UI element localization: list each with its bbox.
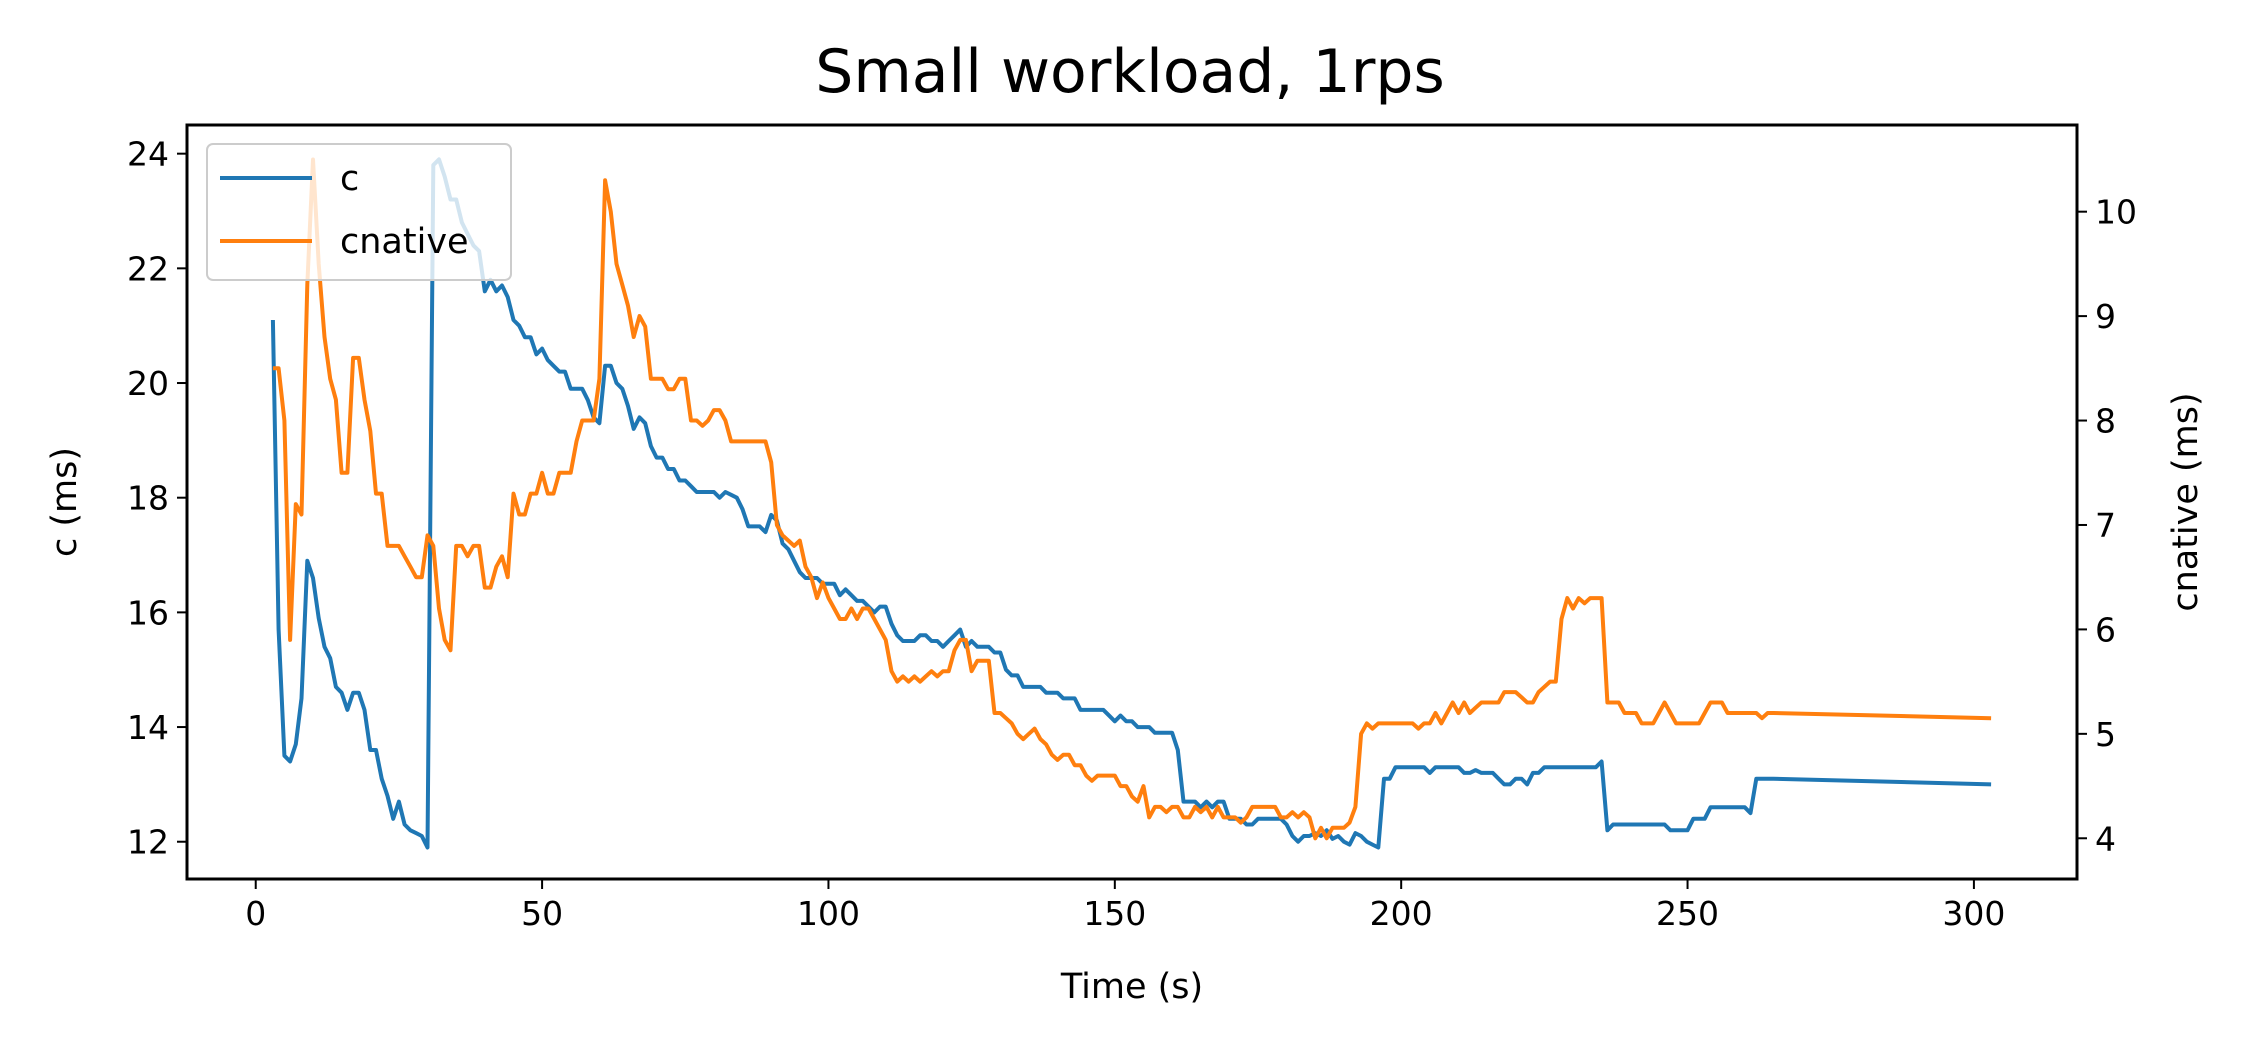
x-tick-label: 100 bbox=[797, 894, 860, 933]
y2-tick-label: 5 bbox=[2095, 715, 2116, 754]
x-axis-ticks: 0 50 100 150 200 250 300 bbox=[245, 879, 2005, 933]
y2-tick-label: 6 bbox=[2095, 610, 2116, 649]
plot-frame bbox=[185, 123, 2079, 881]
legend-label-c: c bbox=[340, 159, 359, 199]
x-tick-label: 0 bbox=[245, 894, 266, 933]
plot-marks bbox=[270, 157, 1992, 850]
y2-tick-label: 9 bbox=[2095, 297, 2116, 336]
legend-label-cnative: cnative bbox=[340, 222, 469, 262]
x-tick-label: 300 bbox=[1942, 894, 2005, 933]
x-tick-label: 200 bbox=[1370, 894, 1433, 933]
series-line-cnative bbox=[272, 157, 1992, 841]
y-tick-label: 18 bbox=[127, 479, 169, 518]
y2-tick-label: 8 bbox=[2095, 402, 2116, 441]
right-y-axis-ticks: 4 5 6 7 8 9 10 bbox=[2077, 193, 2137, 858]
x-tick-label: 150 bbox=[1083, 894, 1146, 933]
x-axis-label: Time (s) bbox=[1060, 967, 1203, 1007]
y-tick-label: 16 bbox=[127, 593, 169, 632]
y-tick-label: 20 bbox=[127, 364, 169, 403]
y2-tick-label: 10 bbox=[2095, 193, 2137, 232]
y-axis-label: c (ms) bbox=[45, 447, 85, 557]
y2-axis-label: cnative (ms) bbox=[2166, 392, 2206, 611]
y-tick-label: 14 bbox=[127, 708, 169, 747]
y-tick-label: 22 bbox=[127, 249, 169, 288]
y-tick-label: 24 bbox=[127, 135, 169, 174]
y-tick-label: 12 bbox=[127, 823, 169, 862]
left-y-axis-ticks: 12 14 16 18 20 22 24 bbox=[127, 135, 187, 862]
chart-title: Small workload, 1rps bbox=[815, 37, 1444, 107]
y2-tick-label: 7 bbox=[2095, 506, 2116, 545]
x-tick-label: 250 bbox=[1656, 894, 1719, 933]
y2-tick-label: 4 bbox=[2095, 819, 2116, 858]
x-tick-label: 50 bbox=[521, 894, 563, 933]
legend: c cnative bbox=[206, 143, 512, 281]
series-line-c bbox=[270, 157, 1992, 850]
